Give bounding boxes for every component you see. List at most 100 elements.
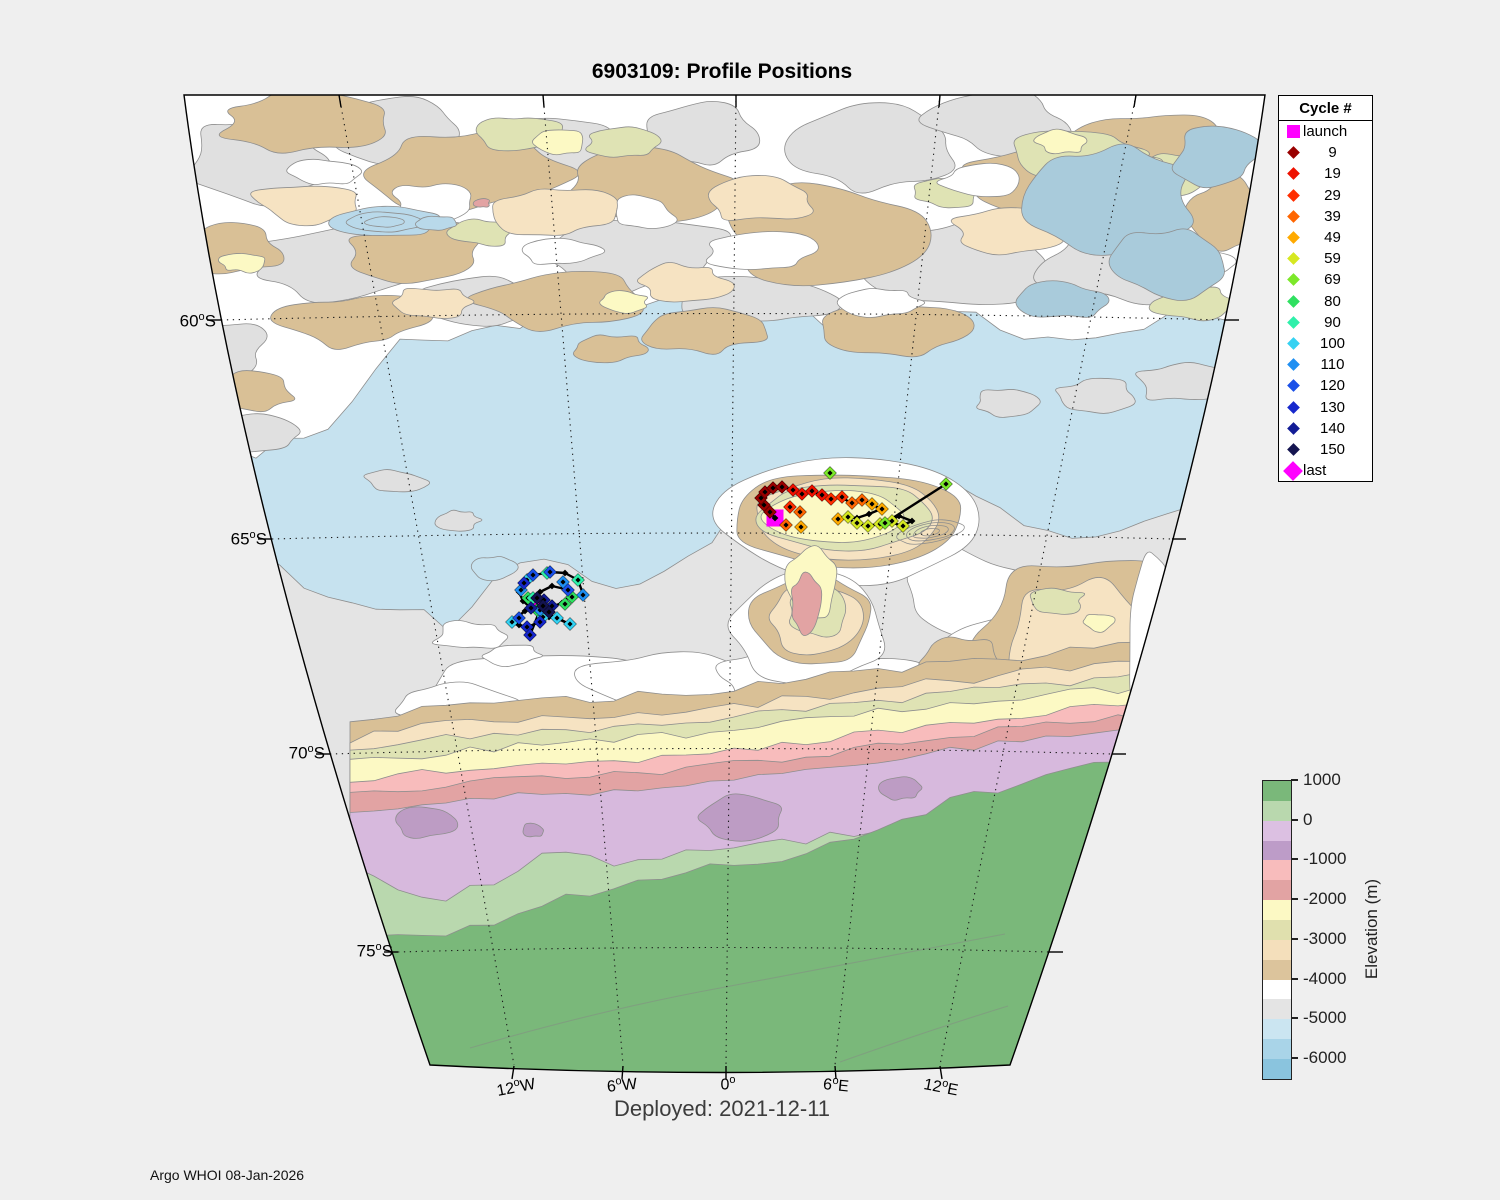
cycle-diamond-icon (1283, 252, 1303, 266)
legend-row-130: 130 (1279, 396, 1372, 417)
cycle-center-dot (798, 524, 804, 530)
axis-ticks (207, 94, 1239, 1080)
float-trajectory (505, 466, 953, 642)
colorbar-tick-label: -5000 (1303, 1008, 1347, 1028)
cycle-center-dot (537, 619, 543, 625)
cycle-center-dot (518, 587, 524, 593)
cycle-center-dot (865, 523, 871, 529)
cycle-center-dot (762, 489, 768, 495)
colorbar-segment-2 (1263, 820, 1291, 841)
legend-row-100: 100 (1279, 333, 1372, 354)
cycle-center-dot (879, 506, 885, 512)
colorbar-tick (1291, 779, 1298, 781)
longitude-label: 0o (720, 1074, 736, 1094)
legend-row-49: 49 (1279, 227, 1372, 248)
bathymetry-contours (184, 95, 1265, 1073)
cycle-legend: Cycle # launch 9 19 29 39 49 59 69 80 90 100 110 120… (1278, 95, 1373, 483)
cycle-center-dot (809, 488, 815, 494)
colorbar-tick (1291, 1057, 1298, 1060)
cycle-tick-marker (548, 582, 556, 590)
legend-row-last: last (1279, 460, 1372, 481)
cycle-center-dot (569, 594, 575, 600)
launch-square-icon (1283, 125, 1303, 139)
legend-rows: launch 9 19 29 39 49 59 69 80 90 100 110 120 130 140 15… (1279, 121, 1372, 481)
colorbar-segment-9 (1263, 959, 1291, 980)
colorbar-tick-label: 0 (1303, 809, 1313, 829)
page-title: 6903109: Profile Positions (591, 60, 853, 83)
legend-row-59: 59 (1279, 248, 1372, 269)
colorbar-segment-1 (1263, 800, 1291, 821)
cycle-center-dot (900, 523, 906, 529)
cycle-center-dot (554, 615, 560, 621)
cycle-center-dot (790, 487, 796, 493)
cycle-diamond-icon (1283, 337, 1303, 350)
cycle-diamond-icon (1283, 421, 1303, 435)
cycle-center-dot (758, 495, 764, 501)
cycle-center-dot (567, 621, 573, 627)
cycle-center-dot (882, 520, 888, 526)
legend-label: 19 (1324, 165, 1341, 183)
colorbar-segment-4 (1263, 860, 1291, 881)
cycle-center-dot (524, 624, 530, 630)
legend-label: launch (1303, 123, 1348, 141)
latitude-label: 65oS (230, 529, 267, 549)
legend-row-launch: launch (1279, 121, 1372, 142)
cycle-center-dot (527, 632, 533, 638)
colorbar-tick-label: -4000 (1303, 968, 1347, 988)
legend-label: 80 (1324, 292, 1341, 310)
colorbar-tick (1291, 977, 1298, 980)
cycle-center-dot (565, 587, 571, 593)
legend-label: 150 (1319, 440, 1346, 458)
legend-label: 120 (1319, 377, 1346, 395)
latitude-label: 70oS (288, 743, 325, 763)
legend-label: 9 (1328, 144, 1337, 162)
legend-label: 130 (1319, 398, 1346, 416)
colorbar-segment-8 (1263, 939, 1291, 960)
legend-row-90: 90 (1279, 312, 1372, 333)
cycle-center-dot (521, 580, 527, 586)
legend-label: 100 (1319, 334, 1346, 352)
legend-label: 140 (1319, 419, 1346, 437)
legend-row-120: 120 (1279, 375, 1372, 396)
colorbar-segment-5 (1263, 880, 1291, 901)
legend-row-9: 9 (1279, 142, 1372, 163)
cycle-diamond-icon (1283, 443, 1303, 456)
cycle-center-dot (546, 609, 552, 615)
cycle-diamond-icon (1283, 273, 1303, 287)
colorbar-segment-7 (1263, 920, 1291, 940)
cycle-diamond-icon (1283, 146, 1303, 160)
legend-row-110: 110 (1279, 354, 1372, 375)
cycle-center-dot (540, 603, 546, 609)
credit-text: Argo WHOI 08-Jan-2026 (150, 1167, 305, 1183)
colorbar-segment-0 (1263, 781, 1291, 801)
colorbar-segment-3 (1263, 840, 1291, 861)
legend-label: 59 (1324, 250, 1341, 268)
legend-label: 49 (1324, 229, 1341, 247)
cycle-diamond-icon (1283, 379, 1303, 393)
cycle-center-dot (943, 481, 949, 487)
colorbar-tick (1291, 818, 1298, 821)
cycle-tick-marker (561, 569, 569, 577)
colorbar-tick (1291, 1017, 1298, 1020)
latitude-label: 75oS (356, 941, 393, 961)
cycle-diamond-icon (1283, 167, 1303, 181)
legend-row-39: 39 (1279, 206, 1372, 227)
colorbar-title: Elevation (m) (1362, 878, 1381, 980)
cycle-tick-marker (895, 512, 903, 520)
cycle-center-dot (854, 520, 860, 526)
colorbar-segment-14 (1263, 1059, 1291, 1079)
cycle-center-dot (849, 500, 855, 506)
cycle-center-dot (839, 494, 845, 500)
cycle-center-dot (562, 601, 568, 607)
legend-row-80: 80 (1279, 291, 1372, 312)
cycle-diamond-icon (1283, 231, 1303, 244)
cycle-center-dot (845, 514, 851, 520)
cycle-center-dot (787, 504, 793, 510)
cycle-center-dot (530, 572, 536, 578)
legend-row-29: 29 (1279, 185, 1372, 206)
legend-label: 110 (1320, 356, 1345, 374)
cycle-diamond-icon (1283, 209, 1303, 223)
cycle-diamond-icon (1283, 294, 1303, 308)
cycle-center-dot (761, 502, 767, 508)
